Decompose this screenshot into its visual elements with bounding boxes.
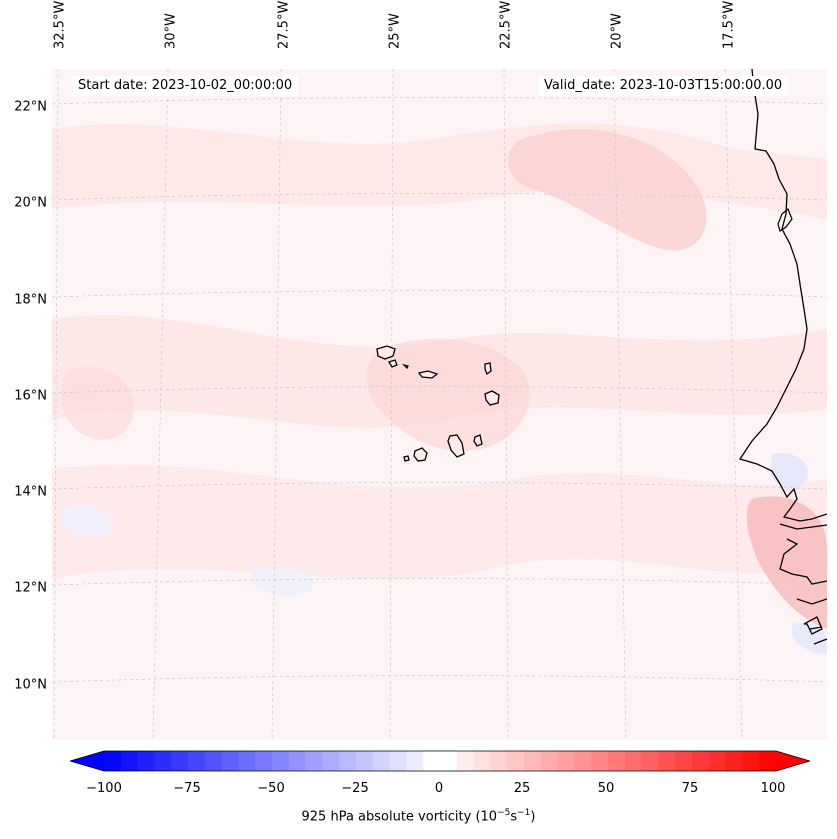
colorbar-tick-minus100: −100: [86, 781, 122, 796]
colorbar-segment: [356, 751, 374, 771]
colorbar-segment: [188, 751, 206, 771]
lat-label-14n: 14°N: [14, 484, 47, 500]
colorbar-segment: [574, 751, 592, 771]
lon-label-27-5w: 27.5°W: [276, 0, 292, 49]
colorbar-segment: [221, 751, 239, 771]
colorbar-segment: [272, 751, 290, 771]
colorbar-segment: [389, 751, 407, 771]
lat-label-12n: 12°N: [14, 580, 47, 596]
colorbar-tick-minus25: −25: [341, 781, 369, 796]
colorbar-segment: [423, 751, 441, 771]
colorbar-segment: [524, 751, 542, 771]
colorbar-outline: [70, 750, 810, 772]
negative-vorticity-patch-1: [770, 453, 808, 489]
colorbar-segment: [120, 751, 139, 771]
vorticity-patch-west: [60, 367, 134, 440]
colorbar-segment: [708, 751, 727, 771]
colorbar-tick-50: 50: [597, 781, 615, 796]
island-maio: [473, 434, 483, 447]
valid-date-label: Valid_date: 2023-10-03T15:00:00.00: [538, 76, 789, 96]
lat-label-20n: 20°N: [14, 195, 47, 211]
graticule: [52, 69, 827, 740]
colorbar-segment: [305, 751, 323, 771]
island-boa-vista: [484, 390, 500, 406]
lon-label-25w: 25°W: [387, 13, 403, 49]
colorbar: [70, 746, 810, 776]
island-santa-luzia: [401, 363, 409, 370]
colorbar-segment: [137, 751, 155, 771]
colorbar-tick-minus50: −50: [257, 781, 285, 796]
colorbar-segment: [339, 751, 357, 771]
lon-label-22-5w: 22.5°W: [498, 0, 514, 49]
colorbar-tick-75: 75: [681, 781, 699, 796]
lat-label-18n: 18°N: [14, 292, 47, 308]
colorbar-segment: [507, 751, 525, 771]
colorbar-segment: [692, 751, 710, 771]
lon-label-20w: 20°W: [609, 13, 625, 49]
colorbar-segment: [675, 751, 693, 771]
colorbar-segment: [154, 751, 172, 771]
colorbar-segment: [288, 751, 307, 771]
lon-label-17-5w: 17.5°W: [721, 0, 737, 49]
colorbar-extend-low: [70, 751, 104, 771]
colorbar-segment: [406, 751, 424, 771]
lon-label-32-5w: 32.5°W: [52, 0, 68, 49]
colorbar-segment: [759, 751, 777, 771]
colorbar-segment: [490, 751, 508, 771]
colorbar-tick-25: 25: [513, 781, 531, 796]
colorbar-segment: [540, 751, 559, 771]
colorbar-tick-0: 0: [434, 781, 444, 796]
colorbar-segment: [322, 751, 340, 771]
colorbar-segment: [624, 751, 643, 771]
island-sao-nicolau: [417, 370, 439, 379]
colorbar-segment: [658, 751, 676, 771]
vorticity-band-south: [52, 464, 827, 579]
lat-label-22n: 22°N: [14, 99, 47, 115]
colorbar-segment: [238, 751, 256, 771]
west-africa-coastline: [738, 69, 827, 645]
colorbar-segment: [456, 751, 475, 771]
colorbar-segment: [608, 751, 626, 771]
colorbar-segment: [557, 751, 575, 771]
island-sal: [484, 362, 492, 376]
colorbar-segment: [255, 751, 273, 771]
island-fogo: [413, 447, 428, 462]
colorbar-segment: [742, 751, 760, 771]
colorbar-tick-100: 100: [760, 781, 786, 796]
negative-vorticity-patch-4: [252, 566, 314, 597]
map-panel[interactable]: [52, 69, 827, 740]
negative-vorticity-patch-3: [62, 505, 114, 537]
colorbar-segment: [725, 751, 743, 771]
colorbar-segment: [171, 751, 189, 771]
colorbar-extend-high: [776, 751, 810, 771]
colorbar-segment: [204, 751, 223, 771]
vorticity-patch-coast: [746, 496, 827, 629]
colorbar-segment: [372, 751, 391, 771]
colorbar-segment: [641, 751, 659, 771]
colorbar-segment: [440, 751, 458, 771]
colorbar-tick-minus75: −75: [173, 781, 201, 796]
lon-label-30w: 30°W: [163, 13, 179, 49]
colorbar-segment: [473, 751, 491, 771]
colorbar-segment: [591, 751, 609, 771]
lat-label-10n: 10°N: [14, 677, 47, 693]
island-santo-antao: [376, 345, 396, 360]
island-santiago: [447, 434, 465, 458]
start-date-label: Start date: 2023-10-02_00:00:00: [72, 76, 299, 96]
lat-label-16n: 16°N: [14, 388, 47, 404]
colorbar-gradient: [70, 750, 810, 772]
colorbar-title: 925 hPa absolute vorticity (10−5s−1): [301, 808, 536, 825]
vorticity-patch-ne: [508, 129, 707, 251]
coast-inlet-north: [777, 208, 793, 232]
colorbar-segment: [104, 751, 122, 771]
island-brava: [403, 455, 410, 462]
island-sao-vicente: [388, 359, 398, 368]
vorticity-field: [52, 69, 827, 740]
cabo-verde-islands: [376, 345, 500, 462]
